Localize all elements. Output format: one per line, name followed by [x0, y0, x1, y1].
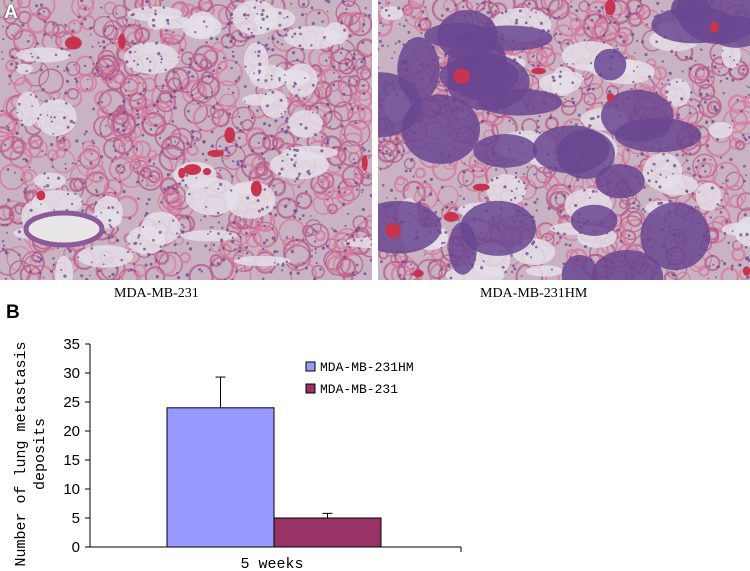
lung-section-micrograph: [378, 0, 750, 280]
x-tick-label: 5 weeks: [240, 556, 303, 571]
caption-left: MDA-MB-231: [114, 286, 199, 301]
y-tick-label: 20: [63, 423, 80, 440]
chart-axes: 0 5 10 15 20 25 30 35: [63, 336, 462, 556]
chart-bars: [166, 376, 382, 548]
y-tick-label: 25: [63, 394, 80, 411]
y-tick-label: 15: [63, 452, 80, 469]
chart-legend: MDA-MB-231HM MDA-MB-231: [305, 360, 414, 397]
lung-section-micrograph: [0, 0, 372, 280]
y-tick-label: 30: [63, 365, 80, 382]
legend-label: MDA-MB-231: [320, 382, 398, 397]
panel-label-b: B: [6, 302, 20, 323]
y-axis-label-line2: deposits: [32, 418, 49, 490]
y-tick-label: 0: [72, 539, 80, 556]
legend-swatch: [305, 383, 316, 394]
bar-chart: 0 5 10 15 20 25 30 35 MDA-MB-231HM MDA-MB-231 Nu…: [13, 336, 462, 571]
panel-label-a: A: [4, 2, 18, 23]
y-axis-label: Number of lung metastasis: [13, 341, 30, 566]
legend-swatch: [305, 361, 316, 372]
histology-image-mda-mb-231: [0, 0, 372, 280]
caption-right: MDA-MB-231HM: [480, 286, 588, 301]
y-tick-label: 35: [63, 336, 80, 353]
y-tick-label: 5: [72, 510, 80, 527]
bar-mda-mb-231: [273, 517, 382, 548]
legend-label: MDA-MB-231HM: [320, 360, 414, 375]
y-tick-label: 10: [63, 481, 80, 498]
histology-image-mda-mb-231hm: [378, 0, 750, 280]
bar-mda-mb-231hm: [166, 407, 275, 548]
